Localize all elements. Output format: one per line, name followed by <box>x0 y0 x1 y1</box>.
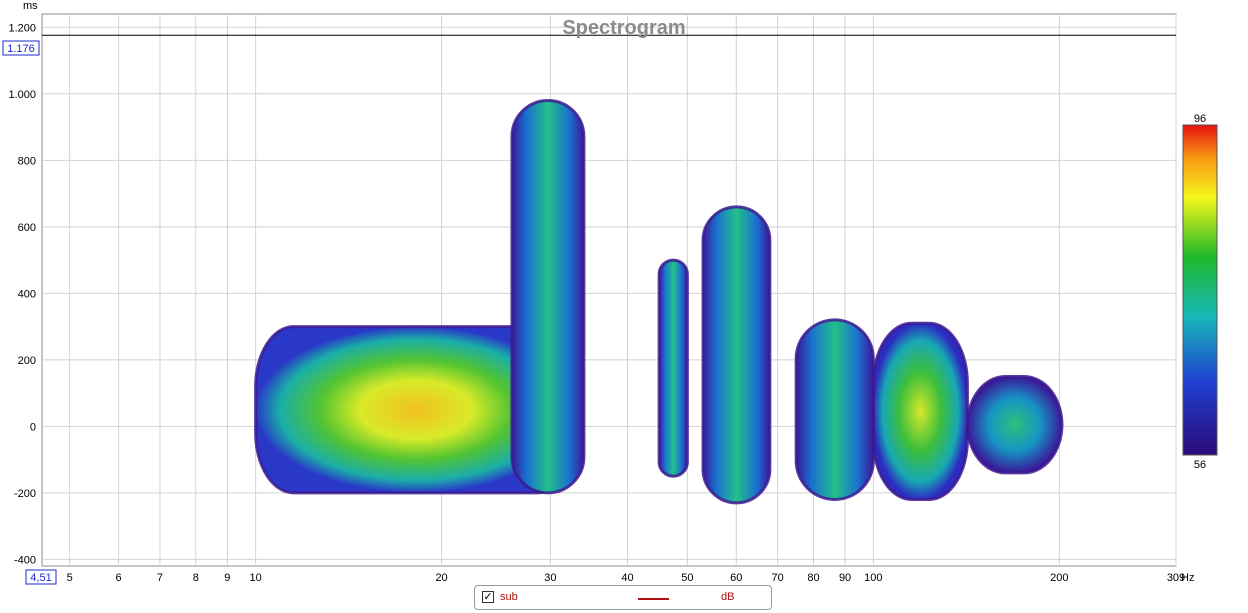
x-tick-label: 10 <box>249 572 261 584</box>
spectrogram-region-4 <box>701 205 772 505</box>
legend-series-swatch <box>638 598 669 600</box>
x-tick-label: 70 <box>772 572 784 584</box>
x-tick-label: 20 <box>435 572 447 584</box>
y-tick-label: 600 <box>18 222 36 234</box>
x-tick-label: 60 <box>730 572 742 584</box>
x-tick-label: 30 <box>544 572 556 584</box>
plot-background <box>41 13 1177 567</box>
x-axis-ticks: 5 6 7 8 9 10 20 30 40 50 60 70 80 90 100 200 309 <box>67 572 1186 584</box>
x-tick-label: 309 <box>1167 572 1185 584</box>
y-axis-ticks: 1.200 1.000 800 600 400 200 0 -200 -400 <box>8 22 36 566</box>
y-tick-label: 200 <box>18 355 36 367</box>
legend-series-name: sub <box>500 591 518 603</box>
series-visibility-checkbox[interactable]: ✓ <box>482 590 494 603</box>
chart-title: Spectrogram <box>562 17 685 39</box>
x-tick-label: 80 <box>807 572 819 584</box>
colorbar-min-label: 56 <box>1194 459 1206 471</box>
spectrogram-region-7 <box>965 374 1064 475</box>
y-max-readout: 1.176 <box>7 43 35 55</box>
x-min-readout-box[interactable] <box>25 569 57 585</box>
y-tick-label: 1.000 <box>8 89 36 101</box>
x-tick-label: 9 <box>224 572 230 584</box>
y-max-readout-box[interactable] <box>2 40 40 56</box>
y-tick-label: -200 <box>14 488 36 500</box>
x-tick-label: 8 <box>193 572 199 584</box>
x-tick-label: 40 <box>621 572 633 584</box>
colorbar <box>1182 124 1218 456</box>
spectrogram-region-2 <box>510 98 586 495</box>
y-tick-label: 0 <box>30 421 36 433</box>
spectrogram-region-6 <box>871 321 969 501</box>
legend-series-unit: dB <box>721 591 735 603</box>
spectrogram-surface <box>254 98 1064 505</box>
colorbar-max-label: 96 <box>1194 113 1206 125</box>
y-tick-label: 1.200 <box>8 22 36 34</box>
y-tick-label: -400 <box>14 554 36 566</box>
y-tick-label: 400 <box>18 288 36 300</box>
x-min-readout: 4,51 <box>30 572 51 584</box>
x-tick-label: 200 <box>1050 572 1068 584</box>
x-tick-label: 50 <box>681 572 693 584</box>
spectrogram-region-5 <box>794 318 875 501</box>
legend: ✓ sub dB <box>474 585 772 610</box>
y-axis-unit-label: ms <box>23 0 38 12</box>
spectrogram-region-3 <box>657 258 689 478</box>
x-axis-unit-label: Hz <box>1181 572 1194 584</box>
x-tick-label: 100 <box>864 572 882 584</box>
x-tick-label: 6 <box>116 572 122 584</box>
x-tick-label: 90 <box>839 572 851 584</box>
y-tick-label: 800 <box>18 155 36 167</box>
x-tick-label: 5 <box>67 572 73 584</box>
x-tick-label: 7 <box>157 572 163 584</box>
